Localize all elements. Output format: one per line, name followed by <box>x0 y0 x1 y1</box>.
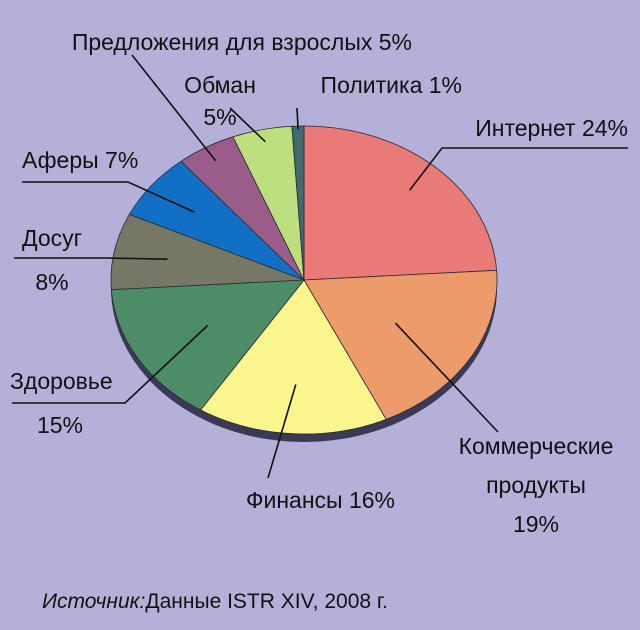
slice-label-аферы-0: Аферы 7% <box>22 147 138 173</box>
slice-label-здоровье-1: 15% <box>37 412 83 438</box>
slice-label-коммерческие-продукты-2: 19% <box>513 511 559 537</box>
slice-label-обман-1: 5% <box>203 104 236 130</box>
slice-label-досуг-0: Досуг <box>22 225 82 251</box>
slice-label-здоровье-0: Здоровье <box>10 368 113 394</box>
leader-line-7 <box>229 107 266 143</box>
pie-chart: Предложения для взрослых 5% Обман 5% Полити… <box>10 29 628 537</box>
slice-label-предложения-для-взрослых-0: Предложения для взрослых 5% <box>72 29 412 55</box>
source-text: Данные ISTR XIV, 2008 г. <box>145 590 388 613</box>
slice-label-коммерческие-продукты-0: Коммерческие <box>459 433 614 459</box>
slice-label-досуг-1: 8% <box>35 269 68 295</box>
leader-line-8 <box>296 107 299 130</box>
pie-slice-3 <box>110 279 305 411</box>
leader-line-0 <box>409 147 628 191</box>
pie-slice-2 <box>199 279 387 435</box>
leader-line-4 <box>14 257 168 260</box>
leader-line-1 <box>394 322 499 433</box>
pie-slice-1 <box>303 269 498 420</box>
slice-label-интернет-0: Интернет 24% <box>475 115 628 141</box>
leader-line-3 <box>12 324 209 404</box>
slice-label-финансы-0: Финансы 16% <box>246 487 395 513</box>
slice-label-политика-0: Политика 1% <box>321 72 462 98</box>
slice-label-коммерческие-продукты-1: продукты <box>486 472 586 498</box>
slice-label-обман-0: Обман <box>184 72 256 98</box>
source-note: Источник:Данные ISTR XIV, 2008 г. <box>42 590 388 614</box>
leader-line-2 <box>267 384 297 479</box>
leader-line-5 <box>22 181 195 213</box>
pie-slice-4 <box>110 213 305 291</box>
leader-line-6 <box>131 54 217 162</box>
pie-slice-0 <box>303 125 498 281</box>
source-label: Источник: <box>42 590 146 613</box>
